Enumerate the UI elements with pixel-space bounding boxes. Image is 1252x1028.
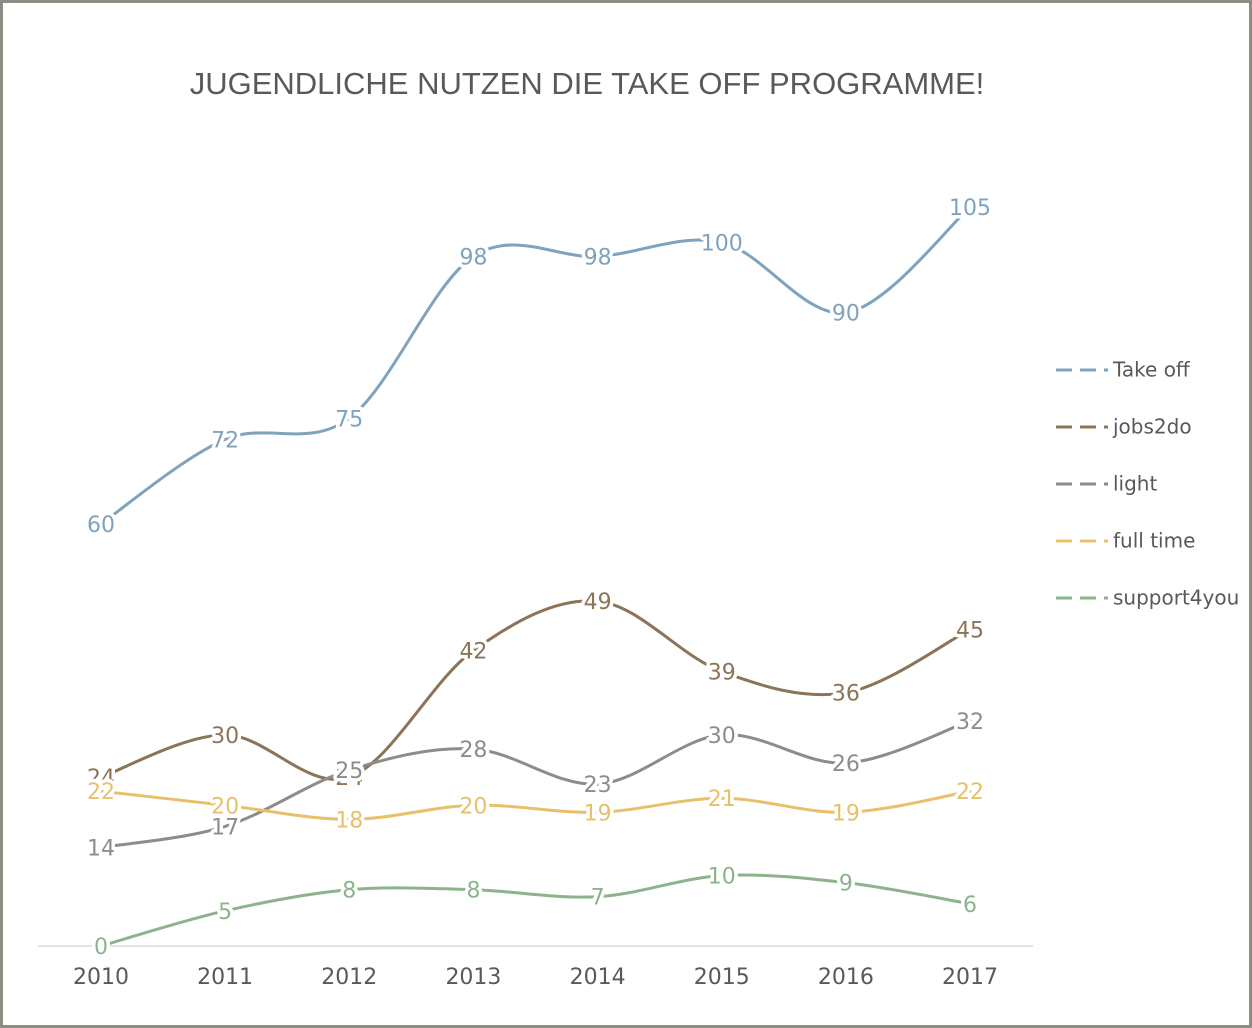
x-tick-label: 2012	[321, 965, 377, 990]
data-label: 75	[335, 407, 363, 432]
data-label: 19	[832, 801, 860, 826]
legend-label: support4you	[1113, 586, 1239, 610]
data-label: 26	[832, 752, 860, 777]
data-label: 24	[335, 766, 363, 791]
legend-label: full time	[1113, 529, 1195, 553]
data-label: 100	[701, 231, 743, 256]
data-label: 17	[211, 815, 239, 840]
data-label: 21	[708, 787, 736, 812]
data-label: 90	[832, 302, 860, 327]
data-label: 24	[87, 766, 115, 791]
data-label: 36	[832, 682, 860, 707]
data-label: 9	[839, 872, 853, 897]
data-label: 5	[218, 900, 232, 925]
data-label: 32	[956, 710, 984, 735]
legend-label: Take off	[1112, 358, 1191, 382]
data-label: 14	[87, 836, 115, 861]
x-tick-label: 2013	[445, 965, 501, 990]
data-label: 105	[949, 196, 991, 221]
series-line	[99, 789, 972, 821]
data-label: 39	[708, 661, 736, 686]
data-label: 22	[956, 780, 984, 805]
data-label: 7	[591, 886, 605, 911]
data-label: 28	[459, 738, 487, 763]
data-label: 60	[87, 513, 115, 538]
data-label: 8	[466, 879, 480, 904]
series-line	[99, 205, 972, 526]
data-label: 98	[584, 245, 612, 270]
legend-label: light	[1113, 472, 1157, 496]
x-tick-label: 2015	[694, 965, 750, 990]
chart-title: JUGENDLICHE NUTZEN DIE TAKE OFF PROGRAMM…	[190, 66, 985, 101]
data-label: 22	[87, 780, 115, 805]
data-label: 45	[956, 618, 984, 643]
data-label: 42	[459, 639, 487, 664]
data-label: 72	[211, 428, 239, 453]
legend-label: jobs2do	[1112, 415, 1192, 439]
data-label: 20	[459, 794, 487, 819]
x-tick-label: 2011	[197, 965, 253, 990]
data-label: 19	[584, 801, 612, 826]
data-label: 30	[211, 724, 239, 749]
series-line	[99, 719, 972, 849]
x-tick-label: 2014	[570, 965, 626, 990]
x-tick-label: 2017	[942, 965, 998, 990]
series-line	[99, 873, 972, 948]
data-label: 20	[211, 794, 239, 819]
data-label: 18	[335, 808, 363, 833]
data-label: 6	[963, 893, 977, 918]
data-label: 23	[584, 773, 612, 798]
data-label: 8	[342, 879, 356, 904]
data-label: 49	[584, 590, 612, 615]
data-label: 0	[94, 935, 108, 960]
data-label: 98	[459, 245, 487, 270]
x-tick-label: 2016	[818, 965, 874, 990]
series-line	[99, 599, 972, 781]
data-label: 25	[335, 759, 363, 784]
data-label: 10	[708, 865, 736, 890]
data-label: 30	[708, 724, 736, 749]
x-tick-label: 2010	[73, 965, 129, 990]
